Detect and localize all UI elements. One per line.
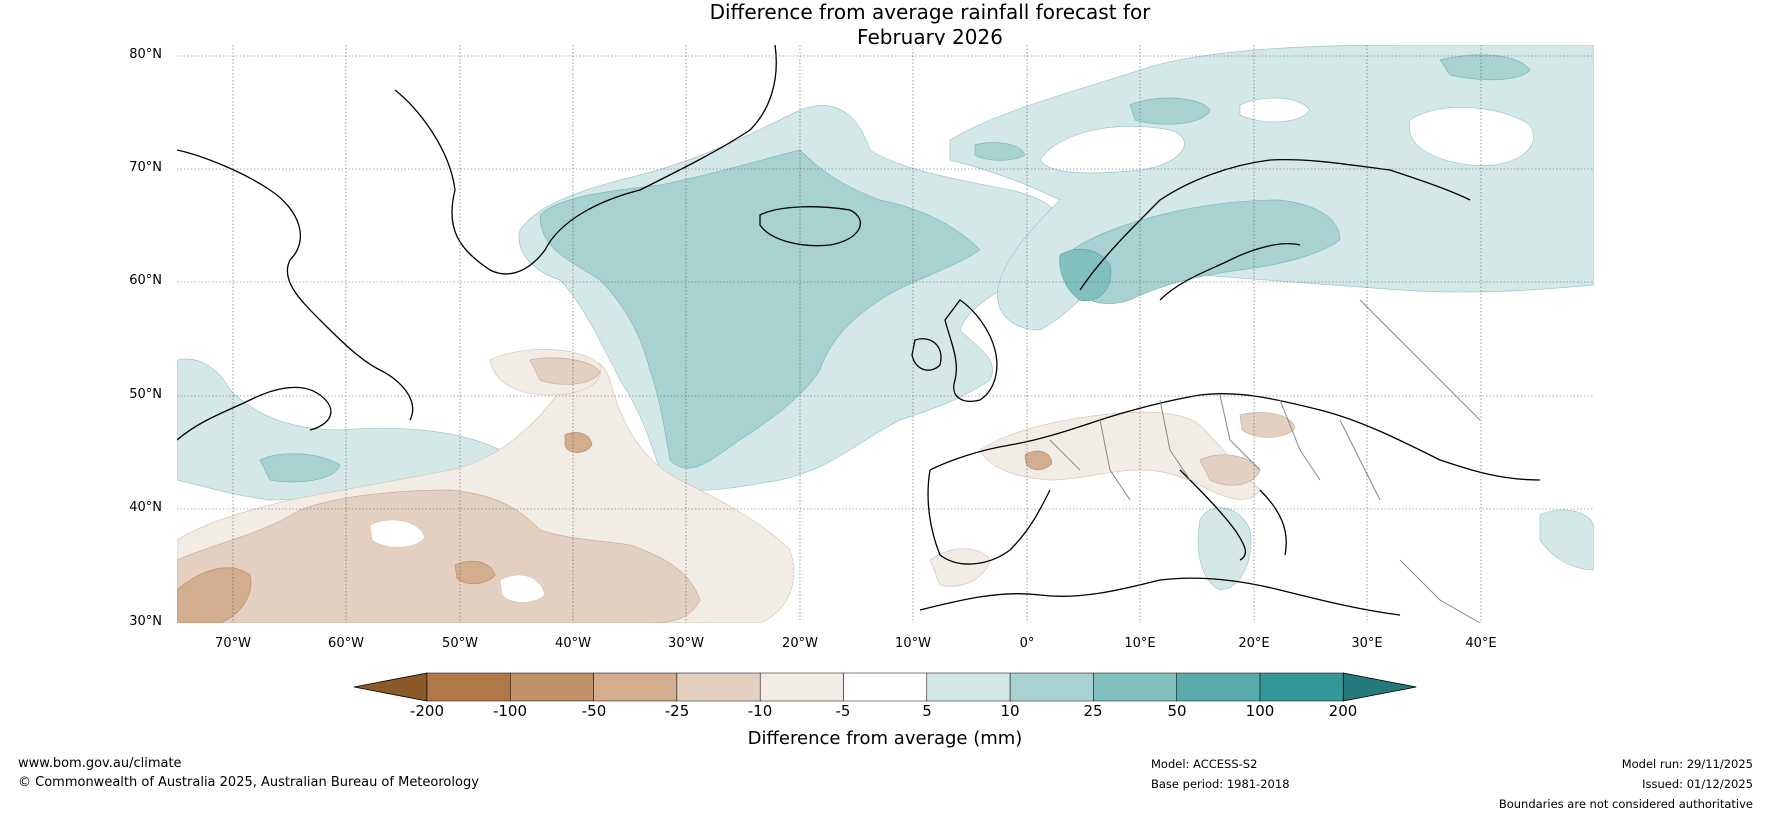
website-link[interactable]: www.bom.gov.au/climate [18, 756, 182, 771]
lon-label-30e: 30°E [1351, 636, 1383, 651]
lon-label-0: 0° [1019, 636, 1035, 651]
legend-tick-minus-100: -100 [492, 702, 528, 720]
model-run-text: Model run: 29/11/2025 [1621, 757, 1753, 771]
coastlines [177, 45, 1541, 616]
lon-label-20e: 20°E [1238, 636, 1270, 651]
lat-label-40n: 40°N [129, 500, 162, 515]
legend-tick-minus-10: -10 [747, 702, 773, 720]
legend-tick-25: 25 [1083, 702, 1103, 720]
borders [1049, 299, 1481, 623]
disclaimer-text: Boundaries are not considered authoritat… [1498, 797, 1753, 811]
lon-label-30w: 30°W [668, 636, 704, 651]
legend-tick-minus-200: -200 [409, 702, 445, 720]
base-period-text: Base period: 1981-2018 [1151, 777, 1290, 791]
lat-label-70n: 70°N [129, 160, 162, 175]
legend-tick-100: 100 [1245, 702, 1275, 720]
legend-tick-50: 50 [1167, 702, 1187, 720]
colorbar-segment [426, 672, 511, 702]
map-area [177, 45, 1594, 623]
lon-label-50w: 50°W [442, 636, 478, 651]
legend-title: Difference from average (mm) [747, 728, 1023, 749]
lat-label-30n: 30°N [129, 614, 162, 629]
legend-tick-5: 5 [922, 702, 932, 720]
lon-label-70w: 70°W [215, 636, 251, 651]
lat-label-50n: 50°N [129, 387, 162, 402]
issued-text: Issued: 01/12/2025 [1642, 777, 1753, 791]
lon-label-10e: 10°E [1124, 636, 1156, 651]
colorbar-segment [1259, 672, 1344, 702]
colorbar-segment [593, 672, 678, 702]
colorbar-segment [1009, 672, 1094, 702]
lon-label-60w: 60°W [328, 636, 364, 651]
lat-label-80n: 80°N [129, 47, 162, 62]
colorbar-segment [676, 672, 761, 702]
colorbar [353, 672, 1417, 702]
copyright-text: © Commonwealth of Australia 2025, Austra… [18, 775, 479, 790]
graticule [177, 45, 1594, 623]
legend-tick-200: 200 [1328, 702, 1358, 720]
colorbar-segment [1176, 672, 1261, 702]
colorbar-segment [926, 672, 1011, 702]
legend-tick-10: 10 [1000, 702, 1020, 720]
colorbar-segment [1093, 672, 1177, 702]
lon-label-20w: 20°W [782, 636, 818, 651]
colorbar-extend-low [353, 672, 428, 702]
colorbar-segment [510, 672, 594, 702]
lat-label-60n: 60°N [129, 273, 162, 288]
lon-label-10w: 10°W [895, 636, 931, 651]
title-line-1: Difference from average rainfall forecas… [709, 0, 1151, 24]
contour-neg-10-25 [177, 489, 701, 623]
legend-tick-minus-50: -50 [581, 702, 607, 720]
lon-label-40e: 40°E [1465, 636, 1497, 651]
legend-tick-minus-25: -25 [664, 702, 690, 720]
lon-label-40w: 40°W [555, 636, 591, 651]
legend-tick-minus-5: -5 [835, 702, 851, 720]
colorbar-segment [843, 672, 928, 702]
colorbar-segment [759, 672, 844, 702]
model-text: Model: ACCESS-S2 [1151, 757, 1258, 771]
colorbar-extend-high [1342, 672, 1417, 702]
contour-10-25-atlantic [539, 149, 981, 469]
map-title: Difference from average rainfall forecas… [0, 0, 1770, 50]
